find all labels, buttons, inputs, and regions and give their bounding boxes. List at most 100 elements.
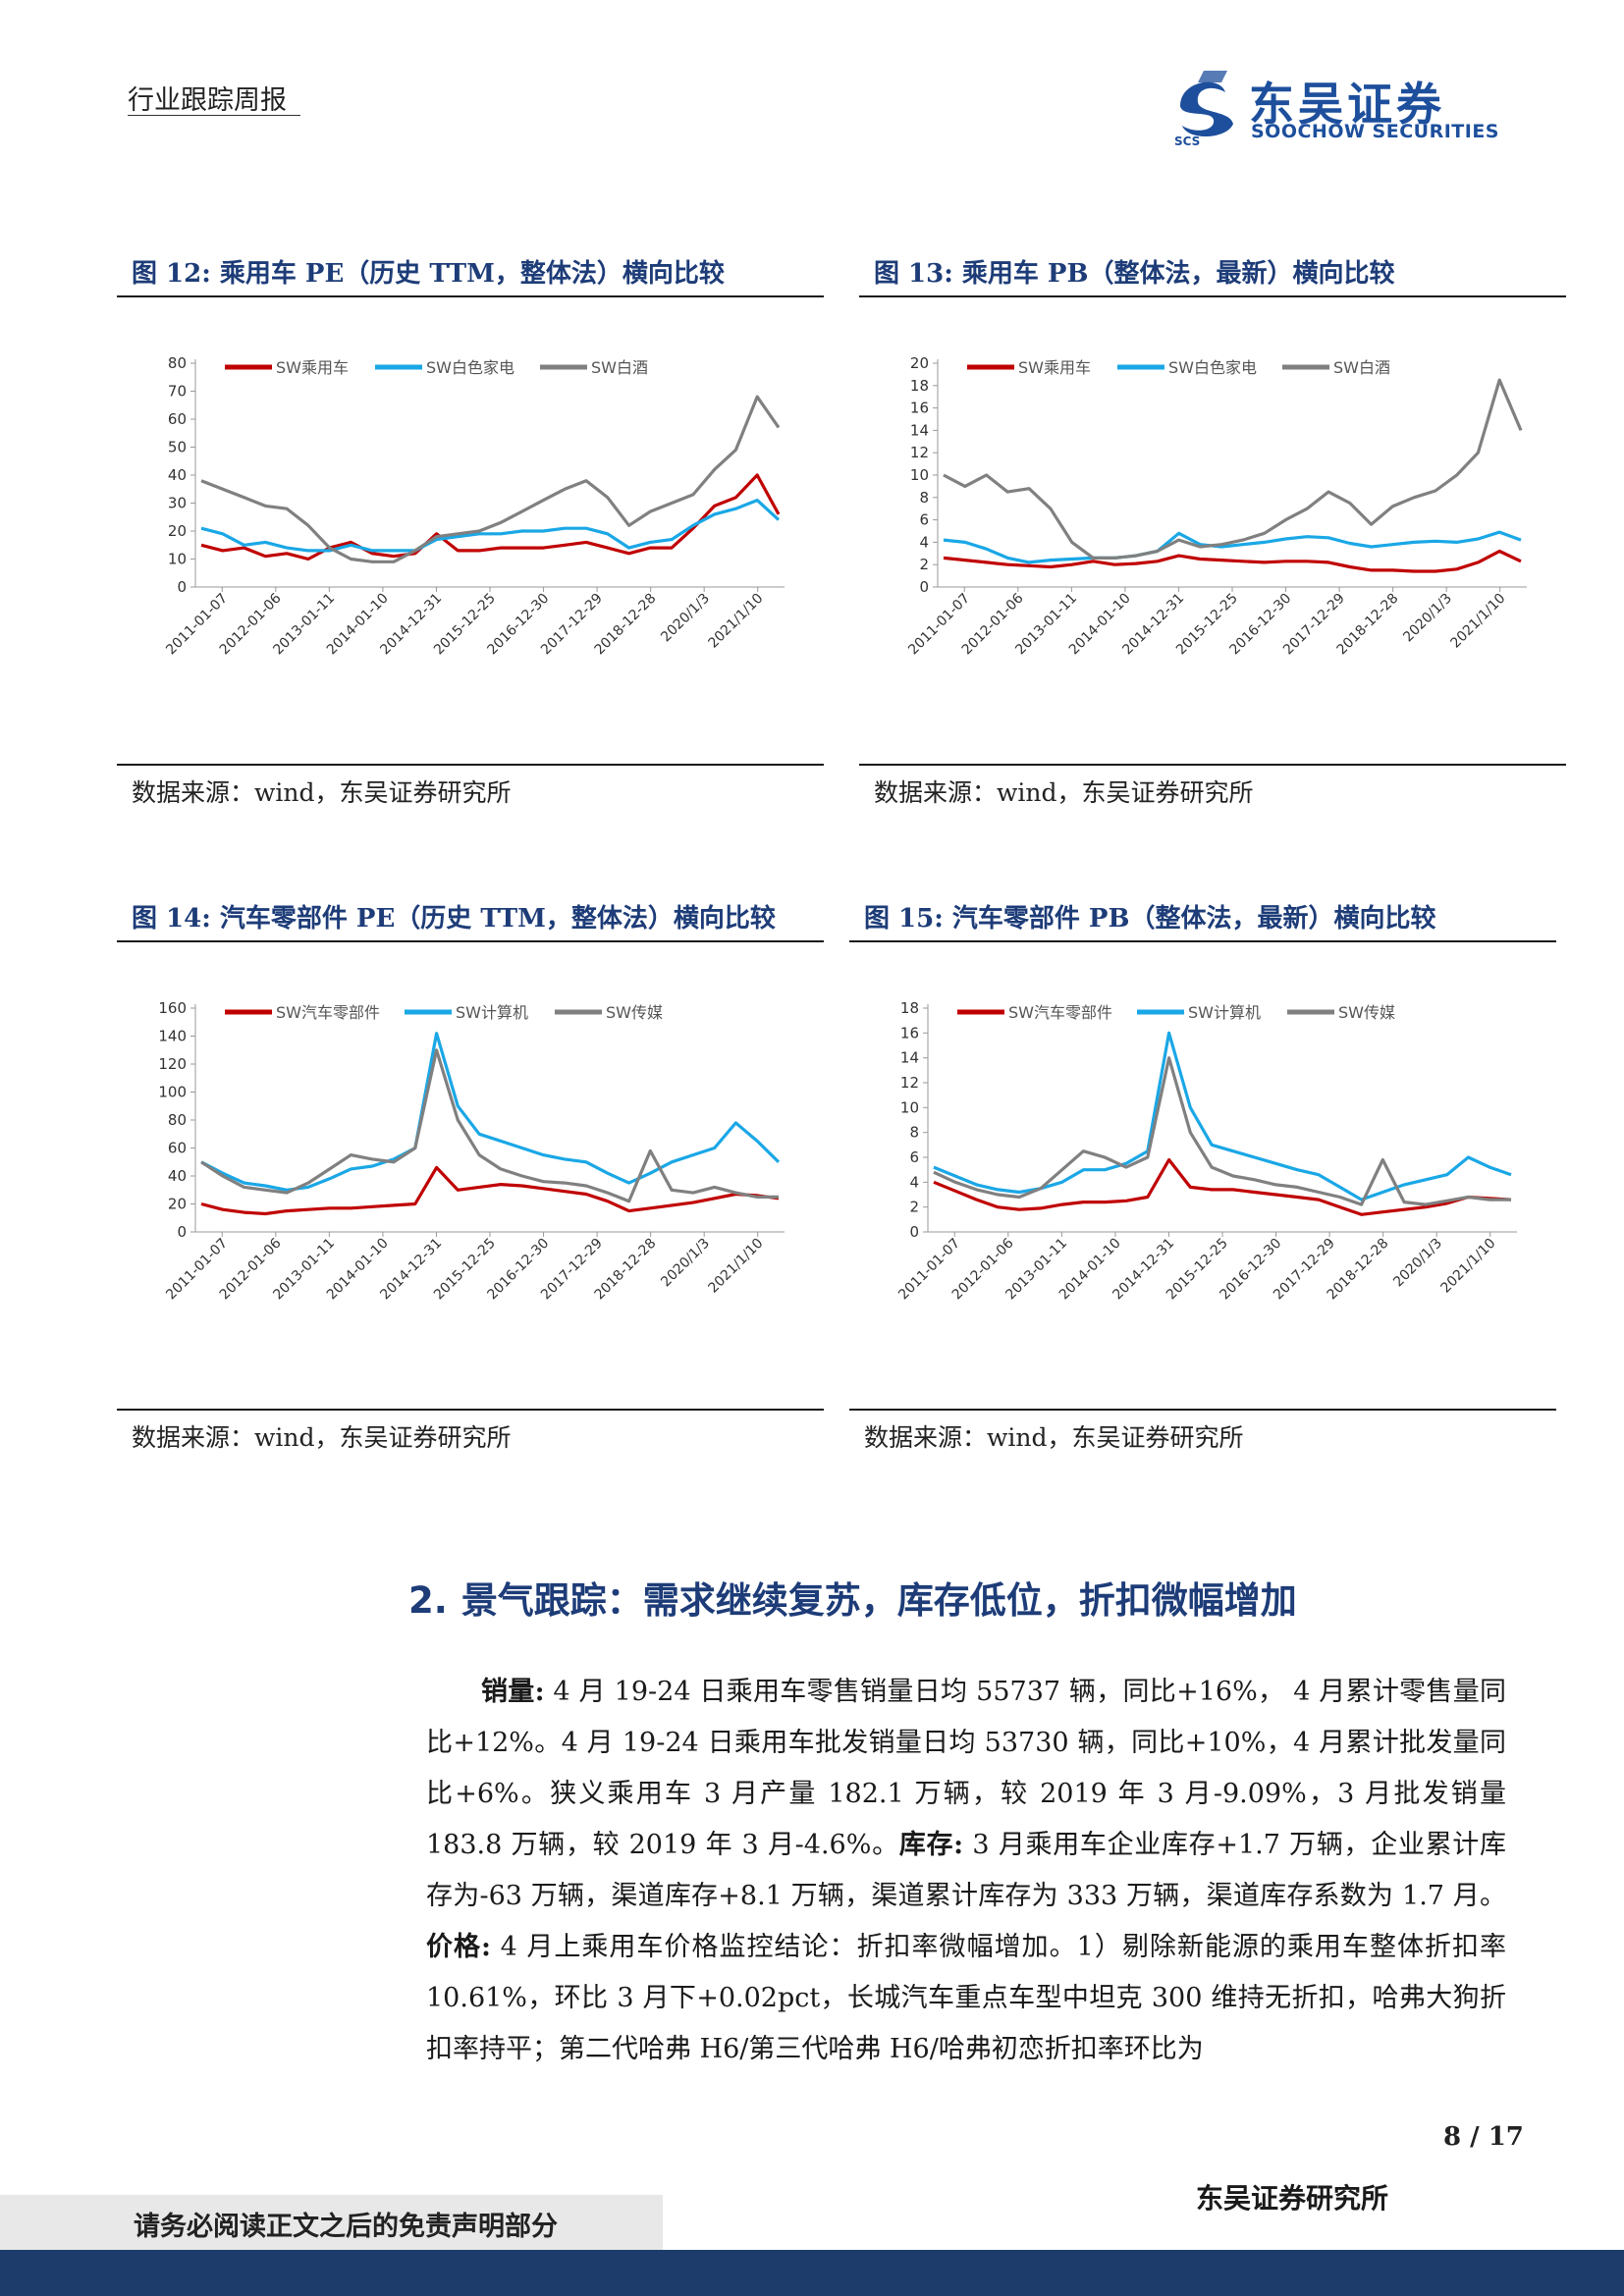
y-tick-label: 20	[168, 522, 187, 540]
y-tick-label: 80	[168, 1111, 187, 1129]
legend-label: SW白酒	[591, 358, 648, 377]
series-line	[200, 1048, 779, 1203]
figure-top-rule	[117, 940, 824, 942]
y-tick-label: 10	[910, 466, 929, 484]
figure-bottom-rule	[849, 1409, 1556, 1411]
y-tick-label: 60	[168, 1140, 187, 1157]
chart-passenger-car-pe: 010203040506070802011-01-072012-01-06201…	[163, 354, 785, 658]
figure-title: 图 15: 汽车零部件 PB（整体法，最新）横向比较	[864, 904, 1436, 934]
y-tick-label: 18	[910, 377, 929, 395]
legend-label: SW计算机	[456, 1003, 528, 1022]
figure-source: 数据来源：wind，东吴证券研究所	[132, 1423, 512, 1452]
series-line	[933, 1056, 1511, 1206]
y-tick-label: 2	[919, 556, 929, 573]
legend-label: SW乘用车	[276, 358, 349, 377]
y-tick-label: 0	[177, 1223, 187, 1241]
figure-15: 图 15: 汽车零部件 PB（整体法，最新）横向比较 0 2 4 6 8 10 12 14 16…	[849, 898, 1556, 1452]
figure-12: 图 12: 乘用车 PE（历史 TTM，整体法）横向比较 0 10 20 30 40 50…	[117, 253, 824, 807]
y-tick-label: 4	[909, 1173, 919, 1191]
logo-name: 东吴证券	[1249, 78, 1445, 131]
sales-text: 4 月 19-24 日乘用车零售销量日均 55737 辆，同比+16%， 4 月…	[426, 1677, 1506, 1860]
y-tick-label: 18	[900, 999, 919, 1017]
figure-top-rule	[849, 940, 1556, 942]
y-tick-label: 6	[909, 1148, 919, 1166]
series-line	[943, 378, 1523, 560]
section-title-text: 景气跟踪：需求继续复苏，库存低位，折扣微幅增加	[460, 1578, 1297, 1622]
disclaimer-text: 请务必阅读正文之后的免责声明部分	[134, 2212, 558, 2242]
section-number: 2.	[408, 1579, 448, 1622]
legend-label: SW白色家电	[1168, 358, 1257, 377]
figure-13: 图 13: 乘用车 PB（整体法，最新）横向比较 0 2 4 6 8 10 12 14 16 18…	[859, 253, 1566, 807]
figure-source: 数据来源：wind，东吴证券研究所	[864, 1423, 1244, 1452]
body-paragraph: 销量: 4 月 19-24 日乘用车零售销量日均 55737 辆，同比+16%，…	[426, 1667, 1506, 2075]
figure-14: 图 14: 汽车零部件 PE（历史 TTM，整体法）横向比较 0 20 40 60 80…	[117, 898, 824, 1452]
sales-label: 销量:	[481, 1677, 545, 1707]
header-underline	[128, 115, 300, 116]
y-tick-label: 30	[168, 495, 187, 512]
y-tick-label: 14	[910, 421, 929, 439]
price-text: 4 月上乘用车价格监控结论：折扣率微幅增加。1）剔除新能源的乘用车整体折扣率 1…	[426, 1932, 1506, 2064]
page-number: 8 / 17	[1443, 2122, 1524, 2152]
legend-label: SW传媒	[1338, 1003, 1395, 1022]
x-tick-label: 2021/1/10	[705, 1236, 766, 1297]
chart-passenger-car-pb: 024681012141618202011-01-072012-01-06201…	[905, 354, 1527, 658]
y-tick-label: 16	[900, 1024, 919, 1041]
x-tick-label: 2021/1/10	[705, 591, 766, 652]
y-tick-label: 40	[168, 466, 187, 484]
y-tick-label: 80	[168, 354, 187, 372]
series-line	[200, 499, 781, 553]
figure-top-rule	[859, 295, 1566, 297]
y-tick-label: 60	[168, 410, 187, 428]
series-line	[200, 1165, 780, 1216]
inventory-text: 3 月乘用车企业库存+1.7 万辆，企业累计库存为-63 万辆，渠道库存+8.1…	[426, 1830, 1506, 1911]
y-tick-label: 4	[919, 533, 929, 551]
y-tick-label: 12	[910, 444, 929, 461]
figure-source: 数据来源：wind，东吴证券研究所	[874, 778, 1254, 807]
series-line	[200, 395, 781, 563]
y-tick-label: 120	[158, 1055, 187, 1073]
x-tick-label: 2020/1/3	[658, 591, 713, 646]
y-tick-label: 10	[168, 551, 187, 568]
y-tick-label: 10	[900, 1098, 919, 1116]
y-tick-label: 2	[909, 1199, 919, 1216]
legend-label: SW乘用车	[1018, 358, 1091, 377]
y-tick-label: 140	[158, 1028, 187, 1045]
y-tick-label: 0	[177, 578, 187, 596]
soochow-logo: SCS 东吴证券 SOOCHOW SECURITIES	[1168, 67, 1502, 148]
legend-label: SW白色家电	[426, 358, 514, 377]
y-tick-label: 50	[168, 439, 187, 456]
y-tick-label: 20	[168, 1196, 187, 1213]
y-tick-label: 8	[909, 1124, 919, 1142]
y-tick-label: 0	[909, 1223, 919, 1241]
figure-bottom-rule	[859, 764, 1566, 766]
chart-auto-parts-pe: 0204060801001201401602011-01-072012-01-0…	[158, 999, 785, 1303]
y-tick-label: 20	[910, 354, 929, 372]
legend-label: SW计算机	[1188, 1003, 1261, 1022]
chart-auto-parts-pb: 0246810121416182011-01-072012-01-062013-…	[895, 999, 1517, 1303]
y-tick-label: 0	[919, 578, 929, 596]
x-tick-label: 2020/1/3	[658, 1236, 713, 1291]
y-tick-label: 16	[910, 400, 929, 417]
series-line	[200, 473, 781, 561]
y-tick-label: 40	[168, 1167, 187, 1185]
footer-institute: 东吴证券研究所	[1196, 2182, 1389, 2215]
y-tick-label: 160	[158, 999, 187, 1017]
y-tick-label: 100	[158, 1084, 187, 1101]
x-tick-label: 2021/1/10	[1437, 1236, 1498, 1297]
figure-title: 图 14: 汽车零部件 PE（历史 TTM，整体法）横向比较	[132, 904, 776, 934]
series-line	[200, 1032, 781, 1192]
legend-label: SW汽车零部件	[276, 1003, 380, 1022]
legend-label: SW汽车零部件	[1008, 1003, 1112, 1022]
disclaimer-bar: 请务必阅读正文之后的免责声明部分	[0, 2195, 663, 2250]
figure-bottom-rule	[117, 764, 824, 766]
series-line	[933, 1031, 1512, 1201]
soochow-logo-icon: SCS	[1174, 71, 1233, 148]
series-line	[943, 530, 1522, 564]
figure-top-rule	[117, 295, 824, 297]
legend-label: SW传媒	[606, 1003, 663, 1022]
footer-band	[0, 2250, 1624, 2296]
x-tick-label: 2020/1/3	[1390, 1236, 1445, 1291]
series-line	[943, 549, 1522, 573]
figure-title: 图 13: 乘用车 PB（整体法，最新）横向比较	[874, 259, 1395, 289]
figure-source: 数据来源：wind，东吴证券研究所	[132, 778, 512, 807]
